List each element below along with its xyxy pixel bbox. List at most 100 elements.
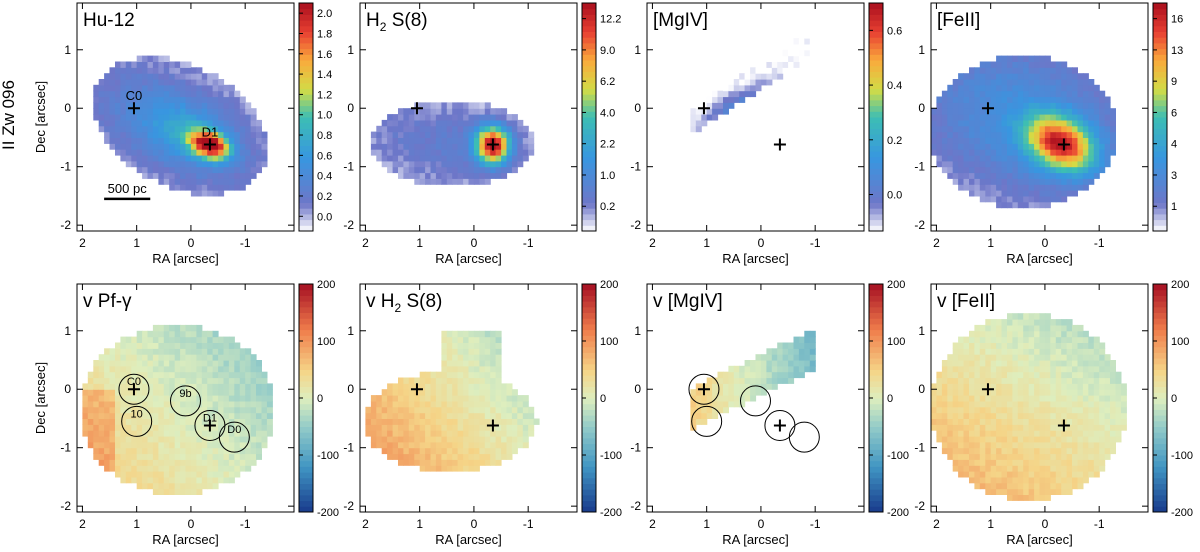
colorbar-segment [582, 420, 596, 427]
map-pixel [1077, 166, 1084, 174]
map-pixel [408, 166, 415, 174]
map-pixel [473, 119, 480, 127]
map-pixel [163, 365, 170, 373]
map-pixel [495, 131, 502, 138]
map-pixel [1050, 319, 1057, 326]
map-pixel [1055, 166, 1062, 174]
map-pixel [1077, 131, 1084, 138]
map-pixel [185, 137, 192, 144]
map-pixel [376, 155, 383, 162]
x-tick-label: -1 [240, 236, 251, 250]
map-pixel [484, 406, 491, 414]
map-pixel [936, 406, 943, 414]
map-pixel [1077, 178, 1084, 185]
map-pixel [201, 412, 208, 419]
map-pixel [463, 348, 470, 355]
map-pixel [501, 400, 508, 408]
map-pixel [250, 155, 257, 162]
map-pixel [463, 465, 470, 472]
y-tick-label: 1 [634, 324, 641, 338]
map-pixel [158, 342, 165, 349]
x-tick-label: 1 [416, 517, 423, 531]
map-pixel [979, 412, 986, 419]
map-pixel [1050, 365, 1057, 373]
map-pixel [196, 482, 203, 490]
map-pixel [1044, 436, 1051, 443]
map-pixel [228, 90, 235, 98]
map-pixel [1017, 73, 1024, 80]
map-pixel [931, 149, 937, 156]
map-pixel [223, 84, 230, 92]
map-pixel [990, 389, 997, 396]
map-pixel [506, 389, 513, 396]
map-pixel [936, 149, 943, 156]
x-tick-label: 2 [79, 517, 86, 531]
map-pixel [1007, 447, 1013, 455]
map-pixel [414, 178, 421, 185]
map-pixel [201, 418, 208, 425]
map-pixel [180, 79, 187, 86]
map-pixel [979, 96, 986, 103]
map-pixel [158, 348, 165, 355]
map-pixel [947, 143, 954, 150]
map-pixel [1034, 73, 1041, 80]
colorbar-segment [299, 398, 313, 405]
map-pixel [1066, 476, 1073, 484]
map-pixel [196, 336, 203, 343]
map-pixel [125, 465, 132, 472]
colorbar-segment [582, 494, 596, 502]
map-pixel [408, 143, 415, 150]
map-pixel [403, 389, 410, 396]
map-pixel [142, 459, 149, 466]
map-pixel [511, 131, 518, 138]
map-pixel [261, 430, 268, 437]
map-pixel [793, 49, 800, 57]
map-pixel [771, 348, 778, 355]
map-pixel [430, 406, 437, 414]
map-pixel [239, 389, 246, 396]
map-pixel [174, 453, 181, 460]
map-pixel [190, 424, 197, 431]
map-pixel [169, 389, 176, 396]
map-pixel [1104, 412, 1111, 419]
colorbar-segment [1153, 71, 1167, 78]
map-pixel [744, 365, 751, 373]
map-pixel [1110, 108, 1116, 115]
map-pixel [392, 119, 399, 127]
map-pixel [733, 90, 740, 98]
map-pixel [1023, 108, 1030, 115]
map-pixel [463, 160, 470, 168]
colorbar-tick-label: 200 [317, 279, 335, 291]
map-pixel [1099, 395, 1106, 402]
colorbar-segment [1153, 174, 1167, 181]
map-pixel [1007, 55, 1013, 62]
map-pixel [1088, 178, 1095, 185]
map-pixel [152, 459, 159, 466]
map-pixel [1001, 137, 1008, 144]
map-pixel [245, 371, 252, 379]
map-pixel [446, 383, 453, 390]
map-pixel [256, 453, 262, 460]
map-pixel [990, 400, 997, 408]
map-pixel [223, 149, 230, 156]
map-pixel [1012, 418, 1019, 425]
map-pixel [446, 125, 453, 133]
map-pixel [1023, 365, 1030, 373]
map-pixel [771, 67, 778, 74]
map-pixel [473, 160, 480, 168]
map-pixel [441, 114, 448, 121]
map-pixel [733, 395, 740, 402]
map-pixel [174, 84, 181, 92]
map-pixel [1039, 73, 1046, 80]
panel-3: 2 1 0 -110-1-2RA [arcsec][MgIV]0.60.40.20.0 [630, 2, 902, 266]
map-pixel [142, 84, 149, 92]
map-pixel [441, 125, 448, 133]
map-pixel [1050, 360, 1057, 367]
map-pixel [109, 73, 116, 80]
map-pixel [376, 131, 383, 138]
map-pixel [1099, 377, 1106, 384]
map-pixel [712, 400, 719, 408]
map-pixel [717, 389, 724, 396]
map-pixel [958, 430, 965, 437]
map-pixel [425, 143, 432, 150]
